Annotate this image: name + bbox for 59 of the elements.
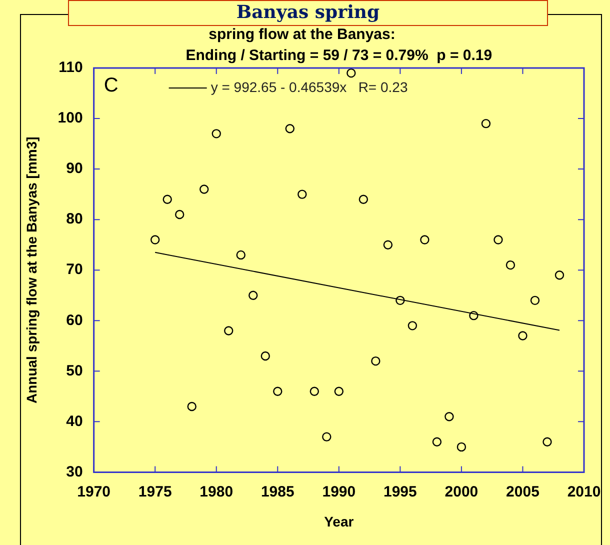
y-tick-label: 90 <box>66 160 83 178</box>
point <box>396 296 405 306</box>
point <box>432 437 442 446</box>
y-tick-label: 110 <box>58 59 83 76</box>
point <box>200 184 209 194</box>
point <box>334 386 344 396</box>
x-tick-label: 2010 <box>567 483 601 500</box>
point <box>298 190 307 199</box>
point <box>358 194 368 204</box>
y-axis-title: Annual spring flow at the Banyas [mm3] <box>23 136 40 404</box>
point <box>518 331 528 340</box>
x-tick-label: 1970 <box>77 483 111 500</box>
x-tick-label: 1985 <box>260 483 294 500</box>
x-tick-label: 1995 <box>384 483 417 500</box>
y-tick-label: 40 <box>66 412 83 430</box>
point <box>224 326 234 336</box>
point <box>444 412 454 422</box>
y-tick-label: 30 <box>66 463 83 480</box>
point <box>346 68 356 78</box>
point <box>469 310 478 320</box>
y-tick-label: 80 <box>66 210 83 228</box>
point <box>187 402 196 412</box>
x-axis-title: Year <box>324 513 354 530</box>
x-tick-label: 1990 <box>322 483 356 500</box>
point <box>322 432 332 442</box>
point <box>150 235 160 244</box>
point <box>383 240 393 250</box>
point <box>236 250 246 260</box>
point <box>494 235 503 244</box>
point <box>285 124 294 134</box>
point <box>310 386 320 396</box>
x-tick-label: 1975 <box>138 483 172 500</box>
point <box>260 351 270 361</box>
point <box>408 321 418 330</box>
point <box>273 386 282 396</box>
point <box>371 356 380 366</box>
y-tick-label: 60 <box>66 312 83 329</box>
y-tick-label: 70 <box>66 261 83 278</box>
point <box>481 118 491 128</box>
point <box>554 270 564 280</box>
point <box>162 194 172 204</box>
point <box>212 129 221 138</box>
point <box>530 296 540 306</box>
y-tick-label: 50 <box>66 362 83 380</box>
x-tick-label: 2005 <box>506 483 540 500</box>
point <box>506 260 516 270</box>
legend-label: y = 992.65 - 0.46539x R= 0.23 <box>210 78 408 95</box>
point <box>420 235 430 244</box>
point <box>175 210 184 220</box>
chart-title: Banyas spring <box>68 0 548 26</box>
x-tick-label: 2000 <box>444 483 478 500</box>
y-tick-label: 100 <box>58 110 83 127</box>
text: Ending / Starting = 59 / 73 = 0.79% p = 0.19 <box>186 47 492 64</box>
chart-subtitle: spring flow at the Banyas: <box>208 26 396 44</box>
x-tick-label: 1980 <box>200 483 234 500</box>
point <box>456 442 466 452</box>
annotation: C <box>104 74 118 97</box>
point <box>542 437 552 446</box>
point <box>248 290 258 300</box>
